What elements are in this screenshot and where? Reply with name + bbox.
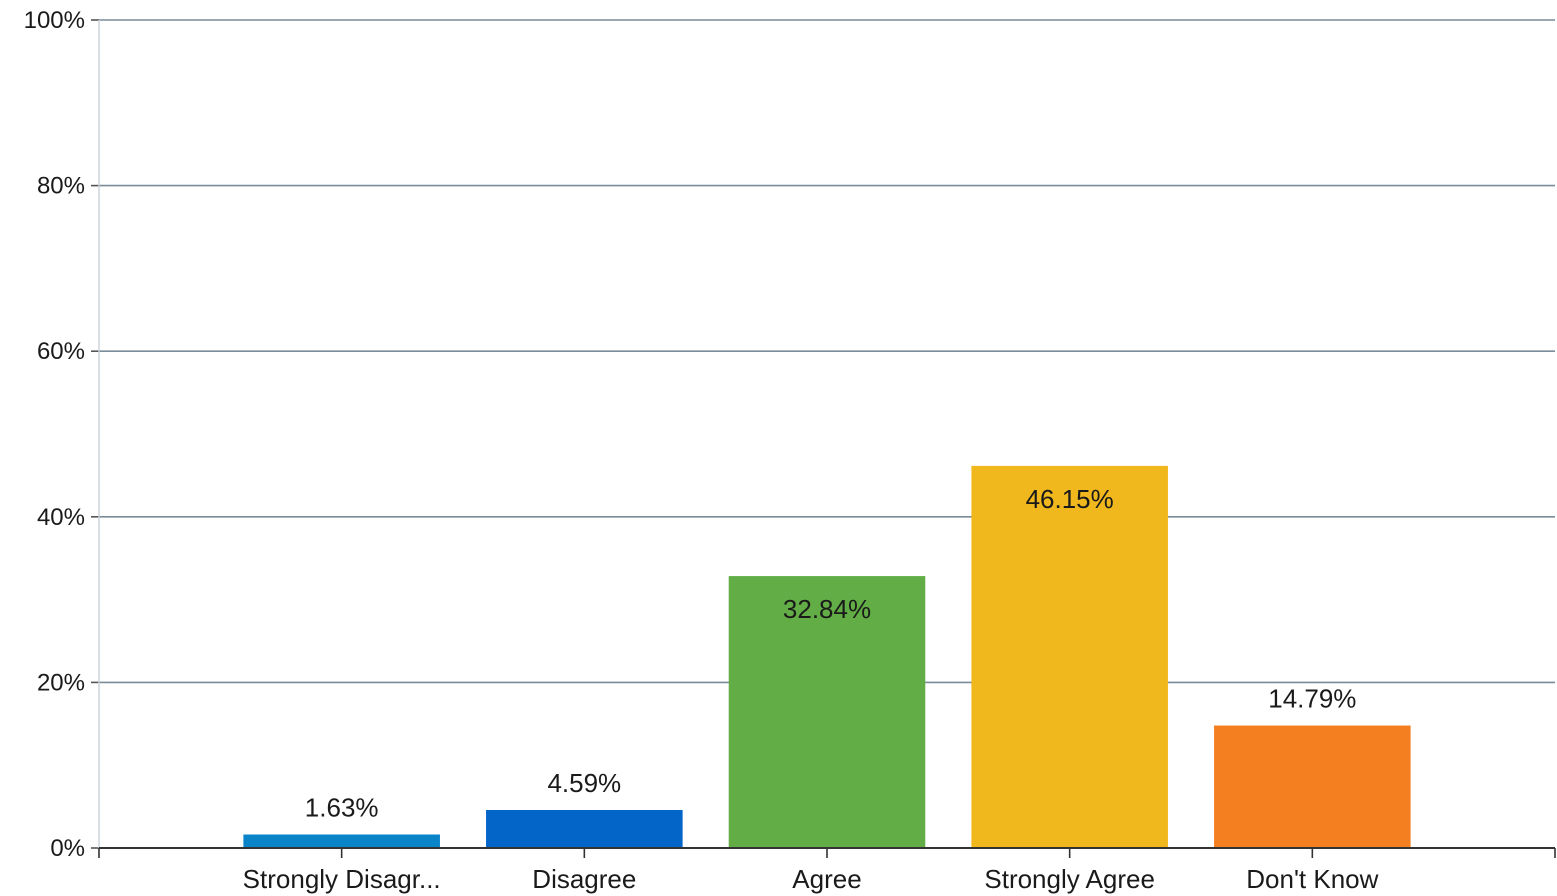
y-tick-label: 40% xyxy=(37,504,85,531)
bar-4 xyxy=(971,465,1168,848)
bars xyxy=(243,465,1411,848)
bar-2 xyxy=(486,809,683,848)
data-label: 46.15% xyxy=(1026,484,1114,514)
y-tick-label: 80% xyxy=(37,173,85,200)
labels: 0% 20% 40% 60% 80% 100% 1.63% Strongly Disagr..… xyxy=(24,7,1379,894)
x-category-label: Don't Know xyxy=(1246,864,1378,894)
y-tick-label: 20% xyxy=(37,669,85,696)
gridlines xyxy=(99,19,1555,684)
y-tick-label: 100% xyxy=(24,7,85,34)
x-category-label: Agree xyxy=(792,864,861,894)
bar-3 xyxy=(728,576,926,848)
bar-1 xyxy=(243,834,440,848)
x-category-label: Strongly Disagr... xyxy=(243,864,441,894)
y-tick-label: 0% xyxy=(50,835,85,862)
x-category-label: Disagree xyxy=(532,864,636,894)
y-tick-label: 60% xyxy=(37,338,85,365)
data-label: 32.84% xyxy=(783,594,871,624)
data-label: 4.59% xyxy=(547,768,621,798)
data-label: 1.63% xyxy=(305,793,379,823)
data-label: 14.79% xyxy=(1268,684,1356,714)
x-category-label: Strongly Agree xyxy=(984,864,1155,894)
axes xyxy=(91,19,1556,858)
bar-5 xyxy=(1214,725,1411,848)
